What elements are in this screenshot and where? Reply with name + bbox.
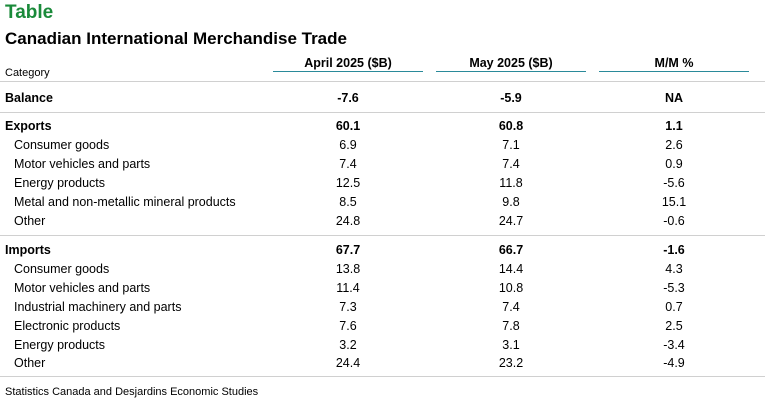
- row-label: Energy products: [14, 176, 106, 190]
- cell-may: 23.2: [498, 356, 524, 370]
- cell-mm: -3.4: [663, 338, 685, 352]
- row-label: Electronic products: [14, 319, 121, 333]
- cell-april: -7.6: [337, 91, 359, 105]
- cell-april: 60.1: [335, 119, 361, 133]
- cell-may: 3.1: [502, 338, 520, 352]
- cell-mm: 2.6: [665, 138, 683, 152]
- row-label: Other: [14, 356, 46, 370]
- cell-may: 14.4: [498, 262, 524, 276]
- table-row: Energy products 12.5 11.8 -5.6: [0, 176, 765, 195]
- cell-may: 66.7: [498, 243, 524, 257]
- cell-april: 6.9: [339, 138, 357, 152]
- cell-mm: -4.9: [663, 356, 685, 370]
- header-divider: [0, 81, 765, 82]
- cell-mm: 4.3: [665, 262, 683, 276]
- cell-april: 7.3: [339, 300, 357, 314]
- row-label: Imports: [5, 243, 51, 257]
- row-label: Industrial machinery and parts: [14, 300, 182, 314]
- cell-may: 60.8: [498, 119, 524, 133]
- row-label: Consumer goods: [14, 262, 110, 276]
- footer-divider: [0, 376, 765, 377]
- cell-may: -5.9: [500, 91, 522, 105]
- table-row-exports: Exports 60.1 60.8 1.1: [0, 119, 765, 138]
- cell-mm: 1.1: [665, 119, 683, 133]
- cell-april: 12.5: [335, 176, 361, 190]
- page-title: Canadian International Merchandise Trade: [5, 29, 347, 48]
- column-header-may: May 2025 ($B): [436, 56, 586, 72]
- cell-mm: 0.9: [665, 157, 683, 171]
- cell-april: 3.2: [339, 338, 357, 352]
- category-header: Category: [5, 67, 50, 79]
- cell-mm: -1.6: [663, 243, 685, 257]
- cell-april: 7.6: [339, 319, 357, 333]
- cell-april: 13.8: [335, 262, 361, 276]
- cell-may: 7.4: [502, 300, 520, 314]
- row-label: Motor vehicles and parts: [14, 157, 151, 171]
- cell-may: 7.8: [502, 319, 520, 333]
- table-row: Other 24.4 23.2 -4.9: [0, 356, 765, 375]
- table-label: Table: [5, 2, 54, 23]
- table-row: Other 24.8 24.7 -0.6: [0, 214, 765, 233]
- table-row-balance: Balance -7.6 -5.9 NA: [0, 91, 765, 110]
- cell-may: 10.8: [498, 281, 524, 295]
- row-label: Consumer goods: [14, 138, 110, 152]
- cell-april: 11.4: [336, 281, 360, 295]
- cell-may: 24.7: [498, 214, 524, 228]
- column-header-mm: M/M %: [599, 56, 749, 72]
- cell-may: 7.1: [502, 138, 520, 152]
- row-label: Motor vehicles and parts: [14, 281, 151, 295]
- table-row: Metal and non-metallic mineral products …: [0, 195, 765, 214]
- table-row: Consumer goods 6.9 7.1 2.6: [0, 138, 765, 157]
- table-row: Motor vehicles and parts 7.4 7.4 0.9: [0, 157, 765, 176]
- table-row: Industrial machinery and parts 7.3 7.4 0…: [0, 300, 765, 319]
- section-divider: [0, 235, 765, 236]
- table-row: Motor vehicles and parts 11.4 10.8 -5.3: [0, 281, 765, 300]
- table-row: Consumer goods 13.8 14.4 4.3: [0, 262, 765, 281]
- source-note: Statistics Canada and Desjardins Economi…: [5, 386, 259, 398]
- cell-may: 9.8: [502, 195, 520, 209]
- cell-april: 24.8: [335, 214, 361, 228]
- row-label: Other: [14, 214, 46, 228]
- cell-may: 11.8: [499, 176, 523, 190]
- cell-mm: -5.3: [663, 281, 685, 295]
- cell-april: 7.4: [339, 157, 357, 171]
- cell-april: 67.7: [335, 243, 361, 257]
- cell-mm: -5.6: [663, 176, 685, 190]
- row-label: Balance: [5, 91, 53, 105]
- cell-may: 7.4: [502, 157, 520, 171]
- section-divider: [0, 112, 765, 113]
- table-row: Energy products 3.2 3.1 -3.4: [0, 338, 765, 357]
- cell-mm: NA: [664, 91, 684, 105]
- cell-mm: 15.1: [661, 195, 687, 209]
- column-header-april: April 2025 ($B): [273, 56, 423, 72]
- cell-mm: -0.6: [663, 214, 685, 228]
- row-label: Energy products: [14, 338, 106, 352]
- cell-april: 24.4: [335, 356, 361, 370]
- cell-mm: 0.7: [665, 300, 683, 314]
- row-label: Exports: [5, 119, 52, 133]
- table-row: Electronic products 7.6 7.8 2.5: [0, 319, 765, 338]
- row-label: Metal and non-metallic mineral products: [14, 195, 236, 209]
- cell-april: 8.5: [339, 195, 357, 209]
- table-row-imports: Imports 67.7 66.7 -1.6: [0, 243, 765, 262]
- cell-mm: 2.5: [665, 319, 683, 333]
